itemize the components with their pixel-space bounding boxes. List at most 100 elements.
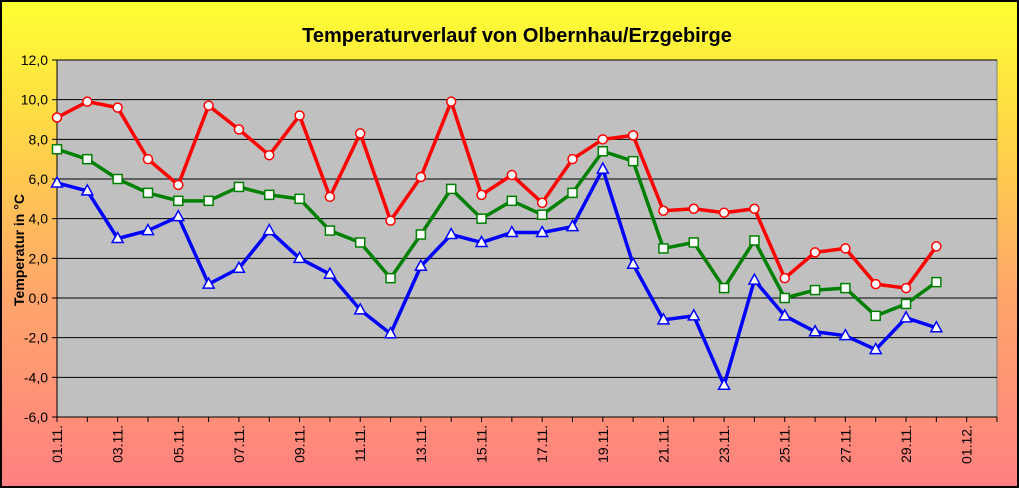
data-point — [414, 258, 428, 272]
x-tick-label: 11.11. — [352, 425, 368, 462]
data-point — [444, 226, 458, 240]
data-point — [323, 266, 337, 279]
data-point — [749, 235, 760, 246]
data-point — [383, 326, 398, 339]
data-point — [627, 155, 639, 167]
data-point — [779, 272, 790, 284]
data-point — [900, 298, 912, 310]
data-point — [354, 237, 366, 248]
series-layer — [50, 96, 944, 391]
data-point — [173, 195, 184, 207]
data-point — [840, 243, 851, 254]
y-tick-label: 2,0 — [29, 250, 49, 266]
data-point — [809, 284, 821, 296]
y-tick-label: 10,0 — [21, 92, 48, 108]
data-point — [112, 102, 123, 113]
x-tick-label: 19.11. — [595, 425, 611, 463]
data-point — [900, 282, 912, 294]
y-tick-label: 12,0 — [21, 52, 48, 68]
data-point — [294, 110, 305, 121]
data-point — [476, 213, 487, 224]
data-point — [385, 272, 396, 284]
data-point — [931, 241, 942, 252]
y-tick-label: -4,0 — [24, 369, 48, 385]
data-point — [294, 193, 305, 205]
data-point — [203, 100, 214, 111]
x-tick-label: 09.11. — [292, 425, 308, 463]
data-point — [687, 308, 701, 321]
data-point — [536, 197, 548, 209]
data-point — [838, 328, 853, 341]
data-point — [445, 96, 457, 107]
plot-area — [56, 59, 998, 418]
series-line — [56, 99, 938, 290]
data-point — [506, 195, 518, 207]
data-point — [627, 130, 639, 141]
data-point — [929, 320, 944, 333]
data-point — [110, 230, 125, 244]
data-point — [658, 205, 669, 216]
data-point — [718, 207, 730, 218]
data-point — [51, 112, 63, 123]
data-point — [840, 282, 851, 294]
data-point — [717, 377, 731, 391]
data-point — [688, 203, 700, 214]
x-tick-label: 27.11. — [837, 425, 853, 463]
x-tick-label: 29.11. — [898, 425, 914, 463]
data-point — [324, 191, 336, 203]
data-point — [142, 153, 154, 165]
data-point — [112, 173, 123, 185]
x-tick-label: 01.11. — [49, 425, 65, 463]
x-tick-label: 01.12. — [959, 425, 975, 464]
x-tick-label: 25.11. — [777, 425, 793, 463]
y-axis-label: Temperatur in °C — [11, 194, 27, 306]
data-point — [567, 187, 578, 199]
data-point — [658, 243, 669, 254]
data-point — [688, 237, 700, 248]
data-point — [536, 209, 548, 220]
data-point — [597, 145, 609, 157]
data-point — [656, 312, 671, 325]
data-point — [233, 124, 245, 135]
data-point — [264, 189, 275, 201]
data-point — [597, 134, 609, 145]
data-point — [779, 292, 790, 304]
data-point — [51, 144, 63, 155]
data-point — [415, 229, 427, 240]
x-tick-label: 17.11. — [534, 425, 550, 463]
data-point — [82, 153, 93, 165]
data-point — [868, 342, 883, 355]
series-3 — [50, 161, 944, 391]
data-point — [292, 250, 307, 264]
data-point — [718, 282, 730, 294]
data-point — [777, 308, 792, 321]
series-1 — [51, 96, 942, 294]
x-tick-label: 07.11. — [231, 425, 247, 463]
data-point — [173, 179, 184, 191]
y-tick-label: 8,0 — [29, 131, 49, 147]
data-point — [353, 302, 367, 315]
plot-background — [56, 59, 998, 418]
y-tick-label: 0,0 — [29, 290, 49, 306]
data-point — [80, 183, 95, 196]
data-point — [505, 224, 519, 238]
data-point — [899, 310, 913, 323]
data-point — [141, 223, 155, 236]
data-point — [203, 195, 214, 207]
data-point — [809, 247, 821, 258]
x-tick-label: 23.11. — [716, 425, 732, 463]
chart-title: Temperaturverlauf von Olbernhau/Erzgebir… — [302, 25, 732, 47]
x-tick-label: 05.11. — [170, 425, 186, 463]
data-point — [565, 219, 580, 232]
data-point — [233, 181, 245, 193]
data-point — [626, 256, 640, 270]
data-point — [264, 149, 275, 161]
x-tick-label: 15.11. — [474, 425, 490, 463]
data-point — [171, 209, 186, 222]
series-2 — [51, 144, 942, 322]
y-tick-label: 6,0 — [29, 171, 49, 187]
data-point — [747, 272, 762, 285]
data-point — [931, 276, 942, 288]
